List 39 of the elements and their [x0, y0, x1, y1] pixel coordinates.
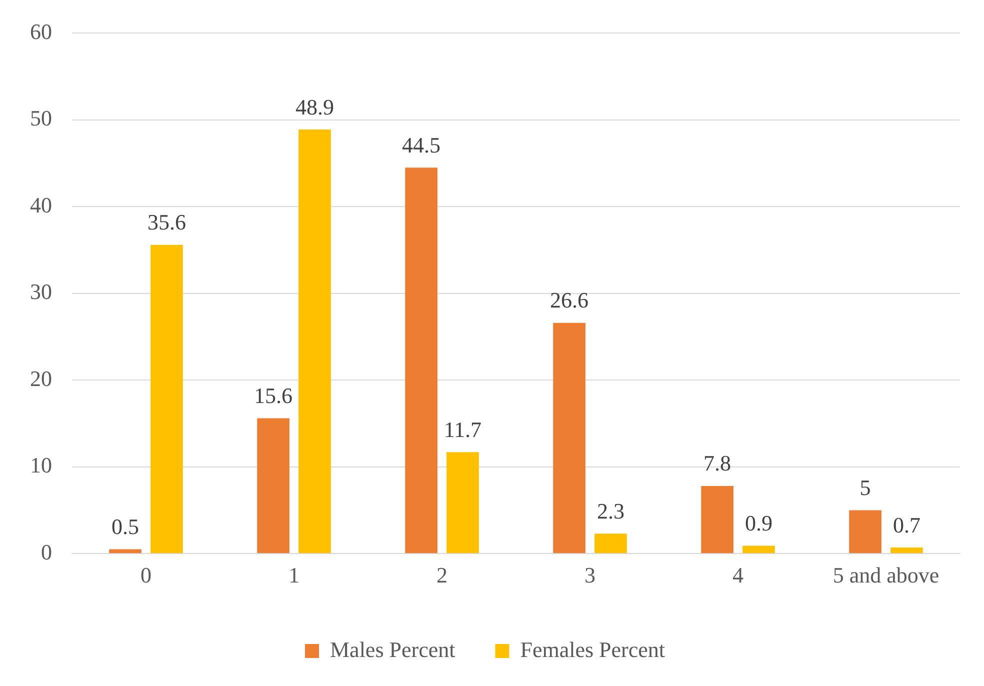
bar	[742, 546, 775, 554]
y-tick-label: 30	[30, 279, 52, 304]
bar	[701, 486, 734, 554]
y-tick-label: 40	[30, 192, 52, 218]
data-label: 0.7	[892, 512, 920, 538]
legend-label: Males Percent	[330, 636, 456, 662]
bar	[594, 534, 627, 554]
x-tick-label: 3	[584, 562, 596, 588]
x-tick-label: 2	[436, 562, 448, 588]
y-tick-label: 60	[30, 18, 52, 44]
bar	[150, 244, 183, 554]
y-tick-label: 10	[30, 452, 52, 478]
data-label: 0.5	[112, 514, 140, 540]
data-label: 26.6	[550, 288, 589, 313]
data-label: 35.6	[147, 210, 186, 235]
data-label: 44.5	[402, 132, 441, 158]
bar	[298, 129, 331, 554]
bar	[446, 452, 479, 554]
data-label: 5	[860, 475, 871, 500]
data-label: 7.8	[704, 450, 732, 476]
bar	[849, 510, 882, 554]
data-label: 48.9	[295, 94, 334, 120]
x-tick-label: 5 and above	[832, 562, 940, 588]
data-label: 0.9	[744, 510, 772, 536]
y-tick-label: 0	[41, 539, 52, 564]
legend-label: Females Percent	[520, 636, 666, 662]
x-tick-label: 0	[140, 562, 152, 588]
y-tick-label: 50	[30, 106, 52, 131]
data-label: 15.6	[254, 383, 293, 408]
y-tick-label: 20	[30, 366, 52, 391]
bar	[109, 549, 142, 554]
x-tick-label: 1	[288, 562, 300, 588]
bar	[257, 418, 290, 554]
bar	[405, 168, 438, 554]
bar	[553, 322, 586, 554]
x-tick-label: 4	[732, 562, 744, 588]
data-label: 11.7	[444, 416, 482, 442]
data-label: 2.3	[596, 498, 624, 524]
bar	[890, 548, 923, 554]
